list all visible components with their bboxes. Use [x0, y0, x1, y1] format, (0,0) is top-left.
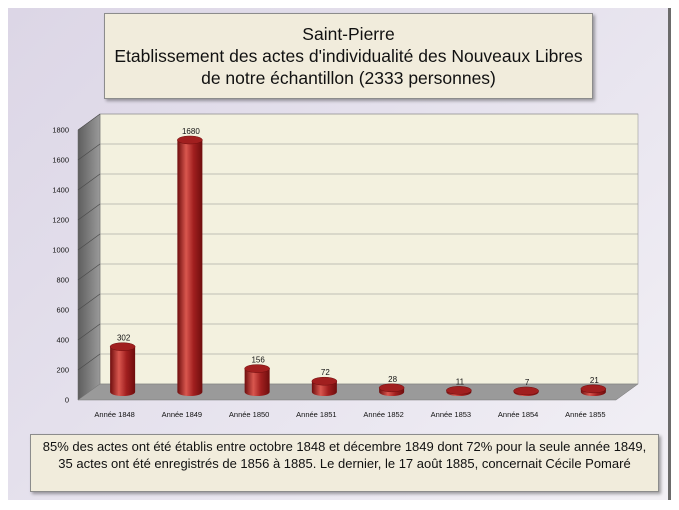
bar-cylinder [244, 368, 270, 396]
data-label: 11 [456, 377, 465, 386]
y-tick-label: 0 [65, 396, 69, 405]
bar-top-cap [580, 384, 607, 394]
chart-title-box: Saint-Pierre Etablissement des actes d'i… [104, 13, 593, 99]
y-tick-label: 800 [56, 276, 69, 285]
gridline-side [77, 203, 101, 221]
gridline-side [77, 263, 101, 281]
y-tick-label: 1200 [52, 216, 69, 225]
bar-top-cap [446, 386, 472, 395]
y-tick-label: 200 [56, 366, 69, 375]
bar-top-cap [177, 135, 203, 145]
y-tick-label: 600 [56, 306, 69, 315]
y-tick-label: 1000 [52, 246, 69, 255]
x-category-label: Année 1853 [431, 410, 471, 419]
gridline-side [77, 353, 101, 371]
x-category-label: Année 1852 [363, 410, 403, 419]
plot-floor [77, 383, 639, 401]
chart-title-line-1: Saint-Pierre [302, 24, 395, 44]
y-tick-label: 1400 [52, 186, 69, 195]
x-category-label: Année 1854 [498, 410, 538, 419]
data-label: 7 [525, 378, 530, 387]
data-label: 1680 [182, 127, 200, 136]
gridline-side [77, 233, 101, 251]
caption-box: 85% des actes ont été établis entre octo… [30, 434, 659, 492]
plot-side-wall [77, 113, 101, 401]
x-category-label: Année 1855 [565, 410, 605, 419]
x-category-label: Année 1849 [162, 410, 202, 419]
data-label: 28 [388, 375, 397, 384]
chart-title-line-2: Etablissement des actes d'individualité … [114, 46, 583, 66]
data-label: 72 [321, 368, 330, 377]
bar-top-cap [513, 386, 539, 396]
gridline-side [77, 113, 101, 131]
y-tick-label: 400 [56, 336, 69, 345]
y-tick-label: 1800 [52, 126, 69, 135]
data-label: 302 [117, 334, 131, 343]
data-label: 156 [251, 356, 265, 365]
bar-top-cap [244, 364, 270, 373]
x-category-label: Année 1848 [94, 410, 134, 419]
x-category-label: Année 1851 [296, 410, 336, 419]
bar-top-cap [311, 376, 338, 386]
y-tick-label: 1600 [52, 156, 69, 165]
chart-title-line-3: de notre échantillon (2333 personnes) [201, 68, 496, 88]
x-category-label: Année 1850 [229, 410, 269, 419]
bar-top-cap [109, 342, 136, 351]
bar-top-cap [378, 383, 405, 393]
caption-text: 85% des actes ont été établis entre octo… [42, 439, 647, 471]
gridline-side [77, 323, 101, 341]
gridline-side [77, 143, 101, 161]
bar-cylinder [110, 346, 136, 396]
data-label: 21 [590, 376, 599, 385]
bar-cylinder [177, 140, 203, 396]
gridline-side [77, 173, 101, 191]
gridline-side [77, 293, 101, 311]
